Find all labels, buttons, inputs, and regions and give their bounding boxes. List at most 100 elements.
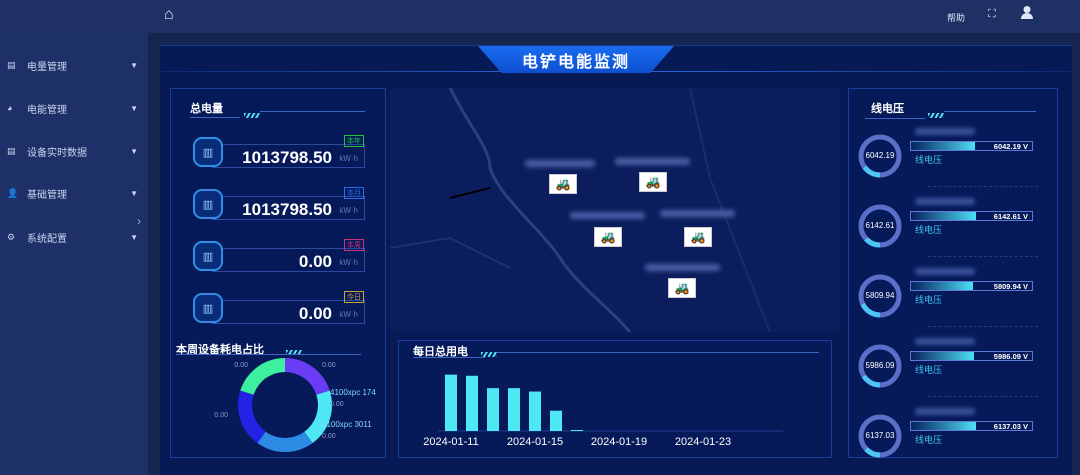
title-stripes — [286, 350, 302, 355]
period-tag: 本年 — [344, 135, 364, 147]
voltage-bar-value: 6042.19 V — [993, 142, 1028, 151]
bar[interactable] — [550, 410, 562, 431]
bar[interactable] — [487, 388, 499, 431]
slice-value: 0.00 — [330, 401, 344, 408]
x-tick-label: 2024-01-15 — [507, 436, 563, 448]
voltage-ring-value: 5809.94 — [865, 291, 895, 300]
voltage-bar: 6042.19 V — [910, 141, 1033, 151]
total-power-title: 总电量 — [190, 103, 223, 115]
title-line — [176, 354, 361, 355]
voltage-label: 线电压 — [915, 365, 943, 375]
voltage-ring-value: 6142.61 — [865, 221, 895, 230]
voltage-ring — [858, 414, 902, 458]
sidebar-item-config[interactable]: ⚙ 系统配置 ▼ — [7, 231, 138, 245]
slice-value: 0.00 — [234, 362, 248, 369]
stat-box: 0.00 kW·h 今日 — [212, 291, 365, 324]
voltage-label: 线电压 — [915, 225, 943, 235]
device-name — [915, 198, 975, 205]
sidebar-item-power[interactable]: ▤ 电量管理 ▼ — [7, 59, 138, 73]
caret-down-icon: ▼ — [130, 232, 138, 242]
voltage-bar-value: 5809.94 V — [993, 282, 1028, 291]
sidebar: ▤ 电量管理 ▼ ◕ 电能管理 ▼ ▤ 设备实时数据 ▼ 👤 基础管理 ▼ ⚙ 系统配置 ▼ › — [0, 33, 148, 475]
voltage-bar-value: 6142.61 V — [993, 212, 1028, 221]
shovel-marker[interactable]: 🚜 — [684, 227, 712, 247]
x-tick-label: 2024-01-19 — [591, 436, 647, 448]
stat-row: 1013798.50 kW·h 本月 ▥ — [190, 187, 365, 223]
title-underline — [865, 118, 925, 119]
help-link[interactable]: 帮助 — [947, 13, 966, 23]
donut-slice[interactable] — [304, 390, 332, 444]
shovel-marker[interactable]: 🚜 — [639, 172, 667, 192]
donut-slice[interactable] — [257, 431, 313, 452]
bar[interactable] — [466, 375, 478, 431]
sidebar-item-energy[interactable]: ◕ 电能管理 ▼ — [7, 103, 138, 116]
bar[interactable] — [445, 374, 457, 431]
voltage-ring — [858, 134, 902, 178]
slice-value: 0.00 — [214, 412, 228, 419]
caret-down-icon: ▼ — [130, 146, 138, 156]
device-name — [915, 268, 975, 275]
stat-unit: kW·h — [339, 154, 358, 163]
home-icon[interactable]: ⌂ — [164, 6, 174, 23]
map-roads — [390, 88, 771, 332]
title-line — [260, 111, 365, 112]
stat-row: 0.00 kW·h 今日 ▥ — [190, 291, 365, 327]
voltage-item: 5809.94 5809.94 V 线电压 — [855, 268, 1055, 328]
slice-label: 4100xpc 3011 — [322, 420, 372, 429]
voltage-ring-value: 6137.03 — [865, 431, 895, 440]
x-tick-label: 2024-01-11 — [423, 436, 478, 448]
collapse-sidebar-button[interactable]: › — [137, 214, 141, 228]
sidebar-item-basic[interactable]: 👤 基础管理 ▼ — [7, 187, 138, 201]
title-line — [944, 111, 1036, 112]
shovel-marker[interactable]: 🚜 — [668, 278, 696, 298]
stat-box: 1013798.50 kW·h 本月 — [212, 187, 365, 220]
map-label — [615, 158, 690, 165]
voltage-bar: 5986.09 V — [910, 351, 1033, 361]
building-chart-icon: ▥ — [193, 137, 223, 167]
voltage-label: 线电压 — [915, 155, 943, 165]
bar[interactable] — [571, 430, 583, 431]
divider — [928, 186, 1038, 187]
bar[interactable] — [508, 388, 520, 431]
shovel-marker[interactable]: 🚜 — [549, 174, 577, 194]
voltage-item: 5986.09 5986.09 V 线电压 — [855, 338, 1055, 398]
voltage-bar-fill — [911, 282, 973, 290]
caret-down-icon: ▼ — [130, 60, 138, 70]
user-icon[interactable] — [1020, 5, 1034, 20]
map-view[interactable]: 🚜 🚜 🚜 🚜 🚜 — [390, 88, 840, 332]
stat-row: 0.00 kW·h 本周 ▥ — [190, 239, 365, 275]
period-tag: 本周 — [344, 239, 364, 251]
voltage-title: 线电压 — [871, 103, 904, 115]
slice-label: 4100xpc 174 — [330, 388, 376, 397]
fullscreen-icon[interactable]: ⛶ — [988, 8, 996, 20]
voltage-ring-value: 5986.09 — [865, 361, 895, 370]
daily-bar-chart: 2024-01-11 2024-01-15 2024-01-19 2024-01-23 — [423, 374, 783, 448]
title-stripes — [244, 113, 260, 118]
slice-value: 0.00 — [322, 362, 336, 369]
page-title: 电铲电能监测 — [478, 46, 674, 73]
chart-doc-icon: ▤ — [7, 145, 16, 156]
donut-slice[interactable] — [285, 358, 330, 395]
stat-row: 1013798.50 kW·h 本年 ▥ — [190, 135, 365, 171]
divider — [928, 256, 1038, 257]
donut-slice[interactable] — [240, 358, 285, 395]
voltage-item: 6142.61 6142.61 V 线电压 — [855, 198, 1055, 258]
sidebar-item-realtime[interactable]: ▤ 设备实时数据 ▼ — [7, 145, 138, 159]
voltage-ring — [858, 204, 902, 248]
bar[interactable] — [529, 391, 541, 431]
map-label — [645, 264, 720, 271]
device-name — [915, 128, 975, 135]
building-chart-icon: ▥ — [193, 293, 223, 323]
device-name — [915, 338, 975, 345]
shovel-marker[interactable]: 🚜 — [594, 227, 622, 247]
period-tag: 本月 — [344, 187, 364, 199]
voltage-ring-value: 6042.19 — [865, 151, 895, 160]
building-chart-icon: ▥ — [193, 189, 223, 219]
title-stripes — [928, 113, 944, 118]
voltage-bar-fill — [911, 142, 975, 150]
title-underline — [190, 117, 240, 118]
donut-slice[interactable] — [238, 390, 266, 444]
week-ratio-title: 本周设备耗电占比 — [176, 344, 264, 356]
stat-box: 0.00 kW·h 本周 — [212, 239, 365, 272]
voltage-bar-value: 6137.03 V — [993, 422, 1028, 431]
